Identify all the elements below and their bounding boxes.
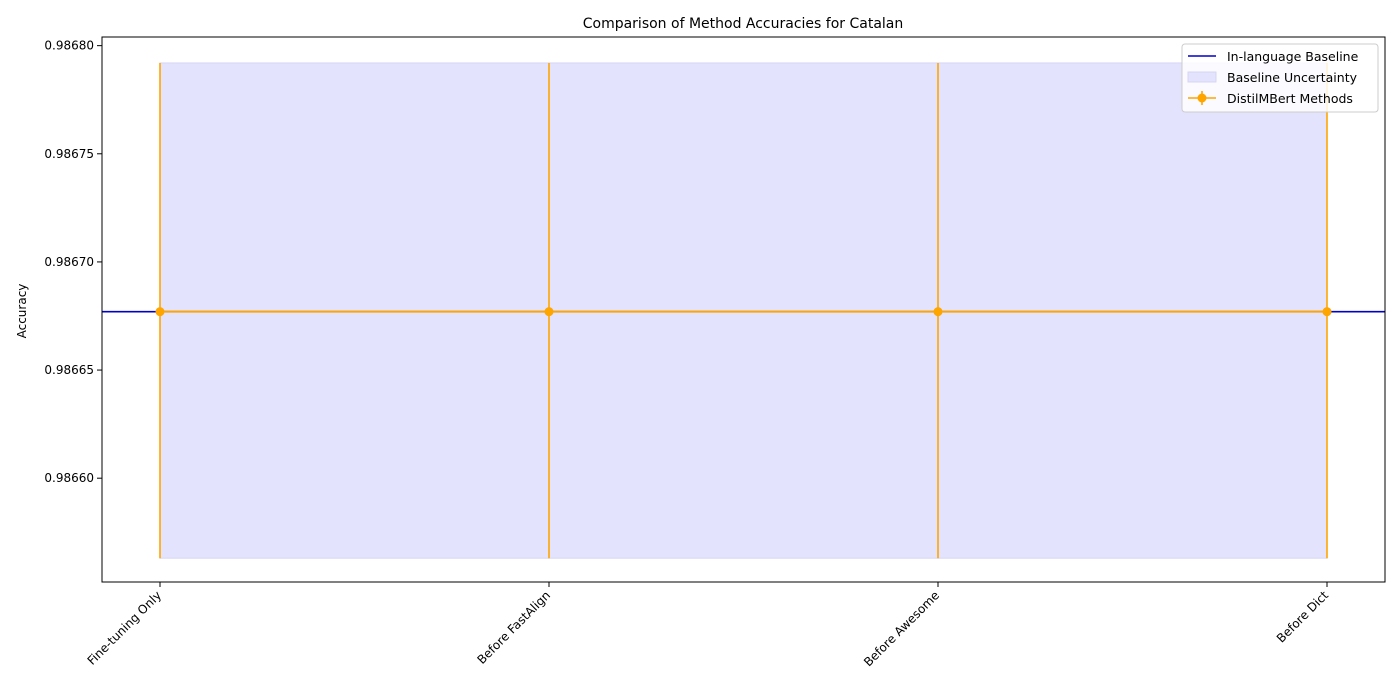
y-axis-label: Accuracy: [15, 284, 29, 339]
y-tick-label: 0.98675: [44, 147, 94, 161]
x-tick-label: Before Dict: [1274, 588, 1331, 645]
legend-band-swatch: [1187, 71, 1217, 83]
data-point: [1322, 307, 1332, 317]
x-tick-label: Before FastAlign: [474, 588, 553, 667]
data-point: [155, 307, 165, 317]
y-tick-label: 0.98670: [44, 255, 94, 269]
legend-band-label: Baseline Uncertainty: [1227, 70, 1358, 85]
axes-frame: [101, 36, 1386, 583]
legend: In-language Baseline Baseline Uncertainty…: [1181, 43, 1379, 113]
legend-series-label: DistilMBert Methods: [1227, 91, 1353, 106]
y-tick-label: 0.98680: [44, 39, 94, 53]
chart-title: Comparison of Method Accuracies for Cata…: [583, 16, 904, 32]
legend-series-marker: [1197, 93, 1207, 103]
plot-area: [102, 62, 1385, 559]
x-tick-label: Before Awesome: [861, 588, 942, 669]
x-tick-label: Fine-tuning Only: [85, 588, 165, 668]
data-point: [544, 307, 554, 317]
y-tick-label: 0.98665: [44, 363, 94, 377]
data-point: [933, 307, 943, 317]
legend-baseline-label: In-language Baseline: [1227, 49, 1359, 64]
legend-box: [1181, 43, 1379, 113]
y-tick-label: 0.98660: [44, 471, 94, 485]
baseline-uncertainty-band: [159, 62, 1328, 559]
